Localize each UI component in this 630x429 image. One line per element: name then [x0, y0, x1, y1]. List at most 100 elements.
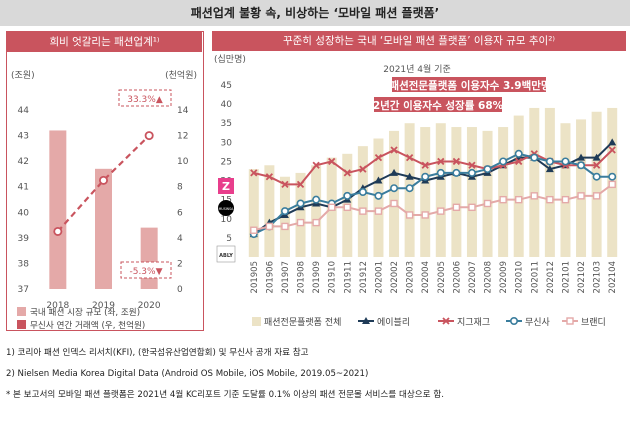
- annotation-box: [118, 89, 172, 107]
- legend-label-1: 지그재그: [457, 317, 490, 328]
- legend-swatch-total: [252, 317, 261, 326]
- series-marker: [592, 161, 601, 169]
- musinsa-volume-point: [144, 131, 154, 141]
- y-tick: 5: [226, 234, 232, 244]
- series-marker: [328, 157, 336, 166]
- series-marker: [561, 157, 570, 166]
- zigzag-logo: [218, 178, 234, 194]
- decline-annotation: -5.3%▼: [129, 267, 162, 277]
- series-marker: [468, 161, 476, 169]
- series-marker: [592, 192, 601, 200]
- x-tick-label: 201907: [281, 261, 291, 293]
- footnote-3: * 본 보고서의 모바일 패션 플랫폼은 2021년 4월 KC리포트 기준 도…: [6, 390, 444, 400]
- x-tick-label: 202009: [499, 261, 509, 293]
- series-marker: [530, 153, 539, 162]
- musinsa-volume-line: [57, 134, 150, 233]
- x-tick-label: 202007: [468, 261, 478, 293]
- series-marker: [592, 153, 601, 161]
- legend-marker: [442, 317, 450, 325]
- platform-total-bar: [451, 127, 462, 258]
- platform-total-bar: [357, 146, 368, 257]
- series-marker: [421, 161, 429, 169]
- series-marker: [483, 199, 492, 208]
- right-y-tick: 14: [177, 106, 189, 116]
- series-marker: [343, 191, 352, 200]
- series-marker: [359, 207, 367, 215]
- series-marker: [577, 153, 586, 161]
- left-y-tick: 40: [18, 208, 30, 218]
- musinsa-volume-point: [53, 226, 63, 236]
- musinsa-volume-point: [99, 175, 109, 185]
- series-marker: [343, 203, 351, 212]
- platform-total-bar: [435, 123, 446, 257]
- left-chart: (조원) (천억원) 37 38 39 40 41 42 43 44 0 2 4 6 8 10 12 14 2018…: [11, 69, 197, 330]
- series-marker: [577, 192, 585, 200]
- series-marker: [452, 157, 461, 166]
- legend-swatch-musinsa: [17, 320, 26, 329]
- series-marker: [452, 168, 461, 177]
- platform-total-bar: [295, 172, 306, 257]
- series-line-3: [253, 183, 613, 232]
- platform-total-bar: [576, 119, 587, 258]
- left-y-tick: 37: [18, 285, 29, 295]
- series-marker: [421, 211, 429, 219]
- y-tick: 10: [221, 215, 233, 225]
- ably-logo-text: ABLY: [219, 253, 233, 259]
- platform-total-bar: [264, 165, 275, 257]
- series-marker: [499, 195, 507, 204]
- right-y-tick: 8: [177, 183, 183, 193]
- series-marker: [265, 222, 274, 231]
- left-y-tick: 38: [18, 259, 30, 269]
- right-y-tick: 4: [177, 234, 183, 244]
- platform-total-bar: [482, 130, 493, 257]
- growth-annotation: 33.3%▲: [127, 95, 163, 105]
- market-size-bar: [140, 227, 158, 289]
- y-tick: 30: [221, 138, 233, 148]
- series-marker: [545, 165, 554, 173]
- right-y-tick: 6: [177, 208, 183, 218]
- legend-label-market: 국내 패션 시장 규모 (좌, 조원): [30, 307, 140, 318]
- y-tick: 40: [221, 100, 233, 110]
- series-marker: [608, 138, 617, 146]
- right-y-tick: 2: [177, 259, 183, 269]
- x-tick-label: 202104: [608, 261, 618, 293]
- x-tick-label: 202011: [530, 261, 540, 293]
- series-marker: [592, 172, 601, 181]
- platform-total-bar: [513, 115, 524, 257]
- x-tick-label: 202101: [561, 261, 571, 293]
- series-marker: [374, 153, 383, 162]
- platform-total-bar: [311, 165, 322, 257]
- y-tick: 25: [221, 157, 232, 167]
- series-marker: [281, 180, 289, 189]
- market-size-bar: [49, 130, 67, 289]
- legend-label-musinsa: 무신사 연간 거래액 (우, 천억원): [30, 319, 145, 330]
- series-marker: [296, 218, 305, 227]
- series-marker: [312, 161, 320, 169]
- left-y-axis-label: (조원): [11, 70, 35, 81]
- series-marker: [405, 153, 414, 162]
- x-tick-label: 201912: [359, 261, 369, 293]
- series-marker: [467, 168, 476, 177]
- annotation-box: [120, 261, 172, 279]
- series-marker: [374, 191, 383, 200]
- series-marker: [499, 157, 508, 166]
- left-y-tick: 39: [18, 234, 30, 244]
- x-tick-label: 201910: [328, 261, 338, 293]
- platform-total-bar: [498, 127, 509, 258]
- x-tick-label: 202002: [390, 261, 400, 293]
- series-line-0: [253, 141, 613, 235]
- legend-label-total: 패션전문플랫폼 전체: [264, 317, 341, 328]
- x-tick-label: 2019: [92, 301, 115, 311]
- series-marker: [608, 180, 616, 189]
- series-marker: [530, 192, 538, 200]
- platform-total-bar: [420, 127, 431, 258]
- x-tick-label: 201905: [250, 261, 260, 293]
- legend-marker: [362, 317, 370, 324]
- right-panel-header: 꾸준히 성장하는 국내 ‘모바일 패션 플랫폼’ 이용자 규모 추이²⁾: [212, 31, 626, 51]
- date-note: 2021년 4월 기준: [383, 63, 450, 75]
- page-title: 패션업계 불황 속, 비상하는 ‘모바일 패션 플랫폼’: [0, 0, 630, 26]
- platform-total-bar: [544, 107, 555, 257]
- right-y-tick: 10: [177, 157, 189, 167]
- callout-highlight: [392, 77, 546, 92]
- series-marker: [561, 195, 570, 204]
